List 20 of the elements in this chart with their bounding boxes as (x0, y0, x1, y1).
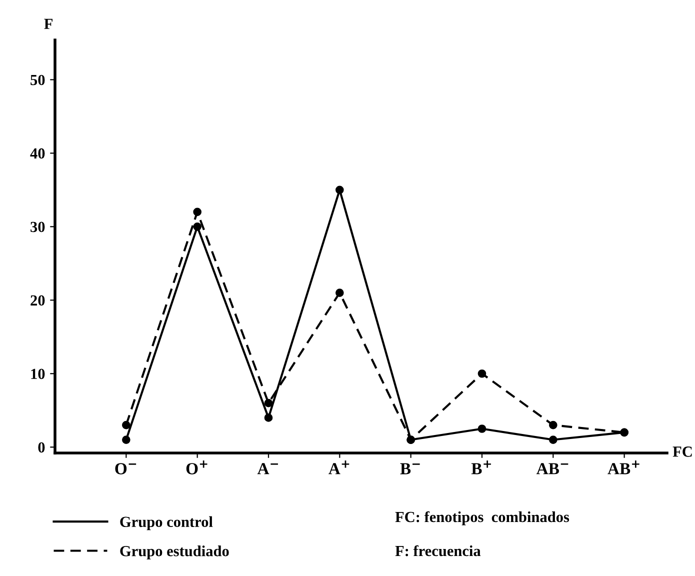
y-tick-label: 0 (38, 442, 45, 453)
y-tick-label: 30 (30, 222, 45, 232)
x-tick-label: AB$^{+}$ (608, 460, 640, 474)
x-axis-title: FC (672, 446, 692, 457)
x-tick-label: O$^{+}$ (186, 460, 208, 474)
legend-label: Grupo control (120, 516, 213, 530)
y-tick-label: 10 (31, 368, 45, 380)
y-axis-title: F (44, 18, 52, 29)
x-tick-label: B$^{+}$ (471, 460, 491, 474)
x-tick-label: A$^{+}$ (328, 460, 350, 474)
x-tick-label: A$^{−}$ (257, 463, 278, 474)
text: F: frecuencia (395, 545, 481, 556)
x-tick-label: O$^{−}$ (115, 463, 136, 474)
text: FC: fenotipos combinados (395, 511, 570, 526)
y-tick-label: 20 (30, 295, 45, 306)
x-tick-label: AB$^{−}$ (536, 463, 568, 474)
x-tick-label: B$^{−}$ (400, 463, 420, 474)
legend-label: Grupo estudiado (120, 546, 229, 560)
y-tick-label: 50 (30, 74, 45, 86)
y-tick-label: 40 (30, 148, 45, 159)
